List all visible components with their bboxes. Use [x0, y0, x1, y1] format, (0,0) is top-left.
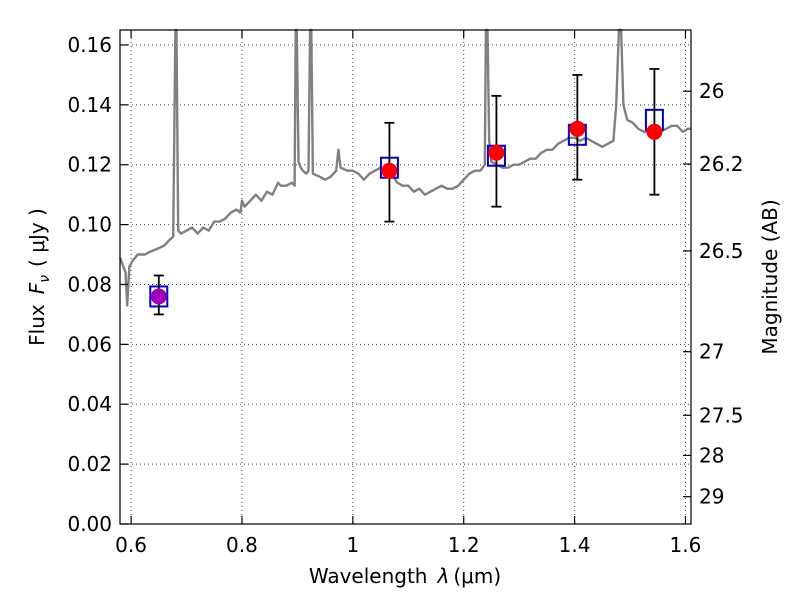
- y-tick-label: 0.08: [67, 272, 112, 296]
- mag-tick-label: 26.5: [699, 239, 744, 263]
- observed-flux-point: [150, 288, 167, 305]
- y-tick-label: 0.10: [67, 213, 112, 237]
- right-axis-title: Magnitude (AB): [758, 199, 782, 354]
- y-axis-title: FluxFν( μJy ): [25, 208, 53, 346]
- x-tick-label: 1: [346, 533, 359, 557]
- x-tick-label: 0.6: [115, 533, 147, 557]
- y-tick-label: 0.04: [67, 392, 112, 416]
- data-layer: [118, 28, 691, 316]
- plot-frame: [119, 29, 692, 525]
- y-tick-label: 0.12: [67, 153, 112, 177]
- y-tick-label: 0.02: [67, 452, 112, 476]
- mag-tick-label: 26.2: [699, 152, 744, 176]
- observed-flux-point: [488, 144, 505, 161]
- y-tick-label: 0.16: [67, 33, 112, 57]
- y-tick-label: 0.14: [67, 93, 112, 117]
- x-axis-title: Wavelength λ (μm): [309, 564, 501, 588]
- observed-flux-point: [381, 162, 398, 179]
- grid: [120, 30, 691, 525]
- mag-tick-label: 28: [699, 443, 724, 467]
- x-tick-label: 1.4: [559, 533, 591, 557]
- y-tick-label: 0.00: [67, 512, 112, 536]
- x-tick-label: 1.2: [448, 533, 480, 557]
- mag-tick-label: 27: [699, 340, 724, 364]
- axis-ticks: 0.6 0.8 1 1.2 1.4 1.6 0.00 0.02 0.04 0.06 0.08 0.10…: [67, 30, 744, 557]
- model-spectrum-line: [118, 28, 691, 307]
- x-tick-label: 1.6: [670, 533, 702, 557]
- mag-tick-label: 26: [699, 79, 724, 103]
- x-tick-label: 0.8: [226, 533, 258, 557]
- mag-tick-label: 29: [699, 485, 724, 509]
- observed-flux-point: [646, 123, 663, 140]
- mag-tick-label: 27.5: [699, 403, 744, 427]
- y-tick-label: 0.06: [67, 332, 112, 356]
- observed-flux-point: [569, 120, 586, 137]
